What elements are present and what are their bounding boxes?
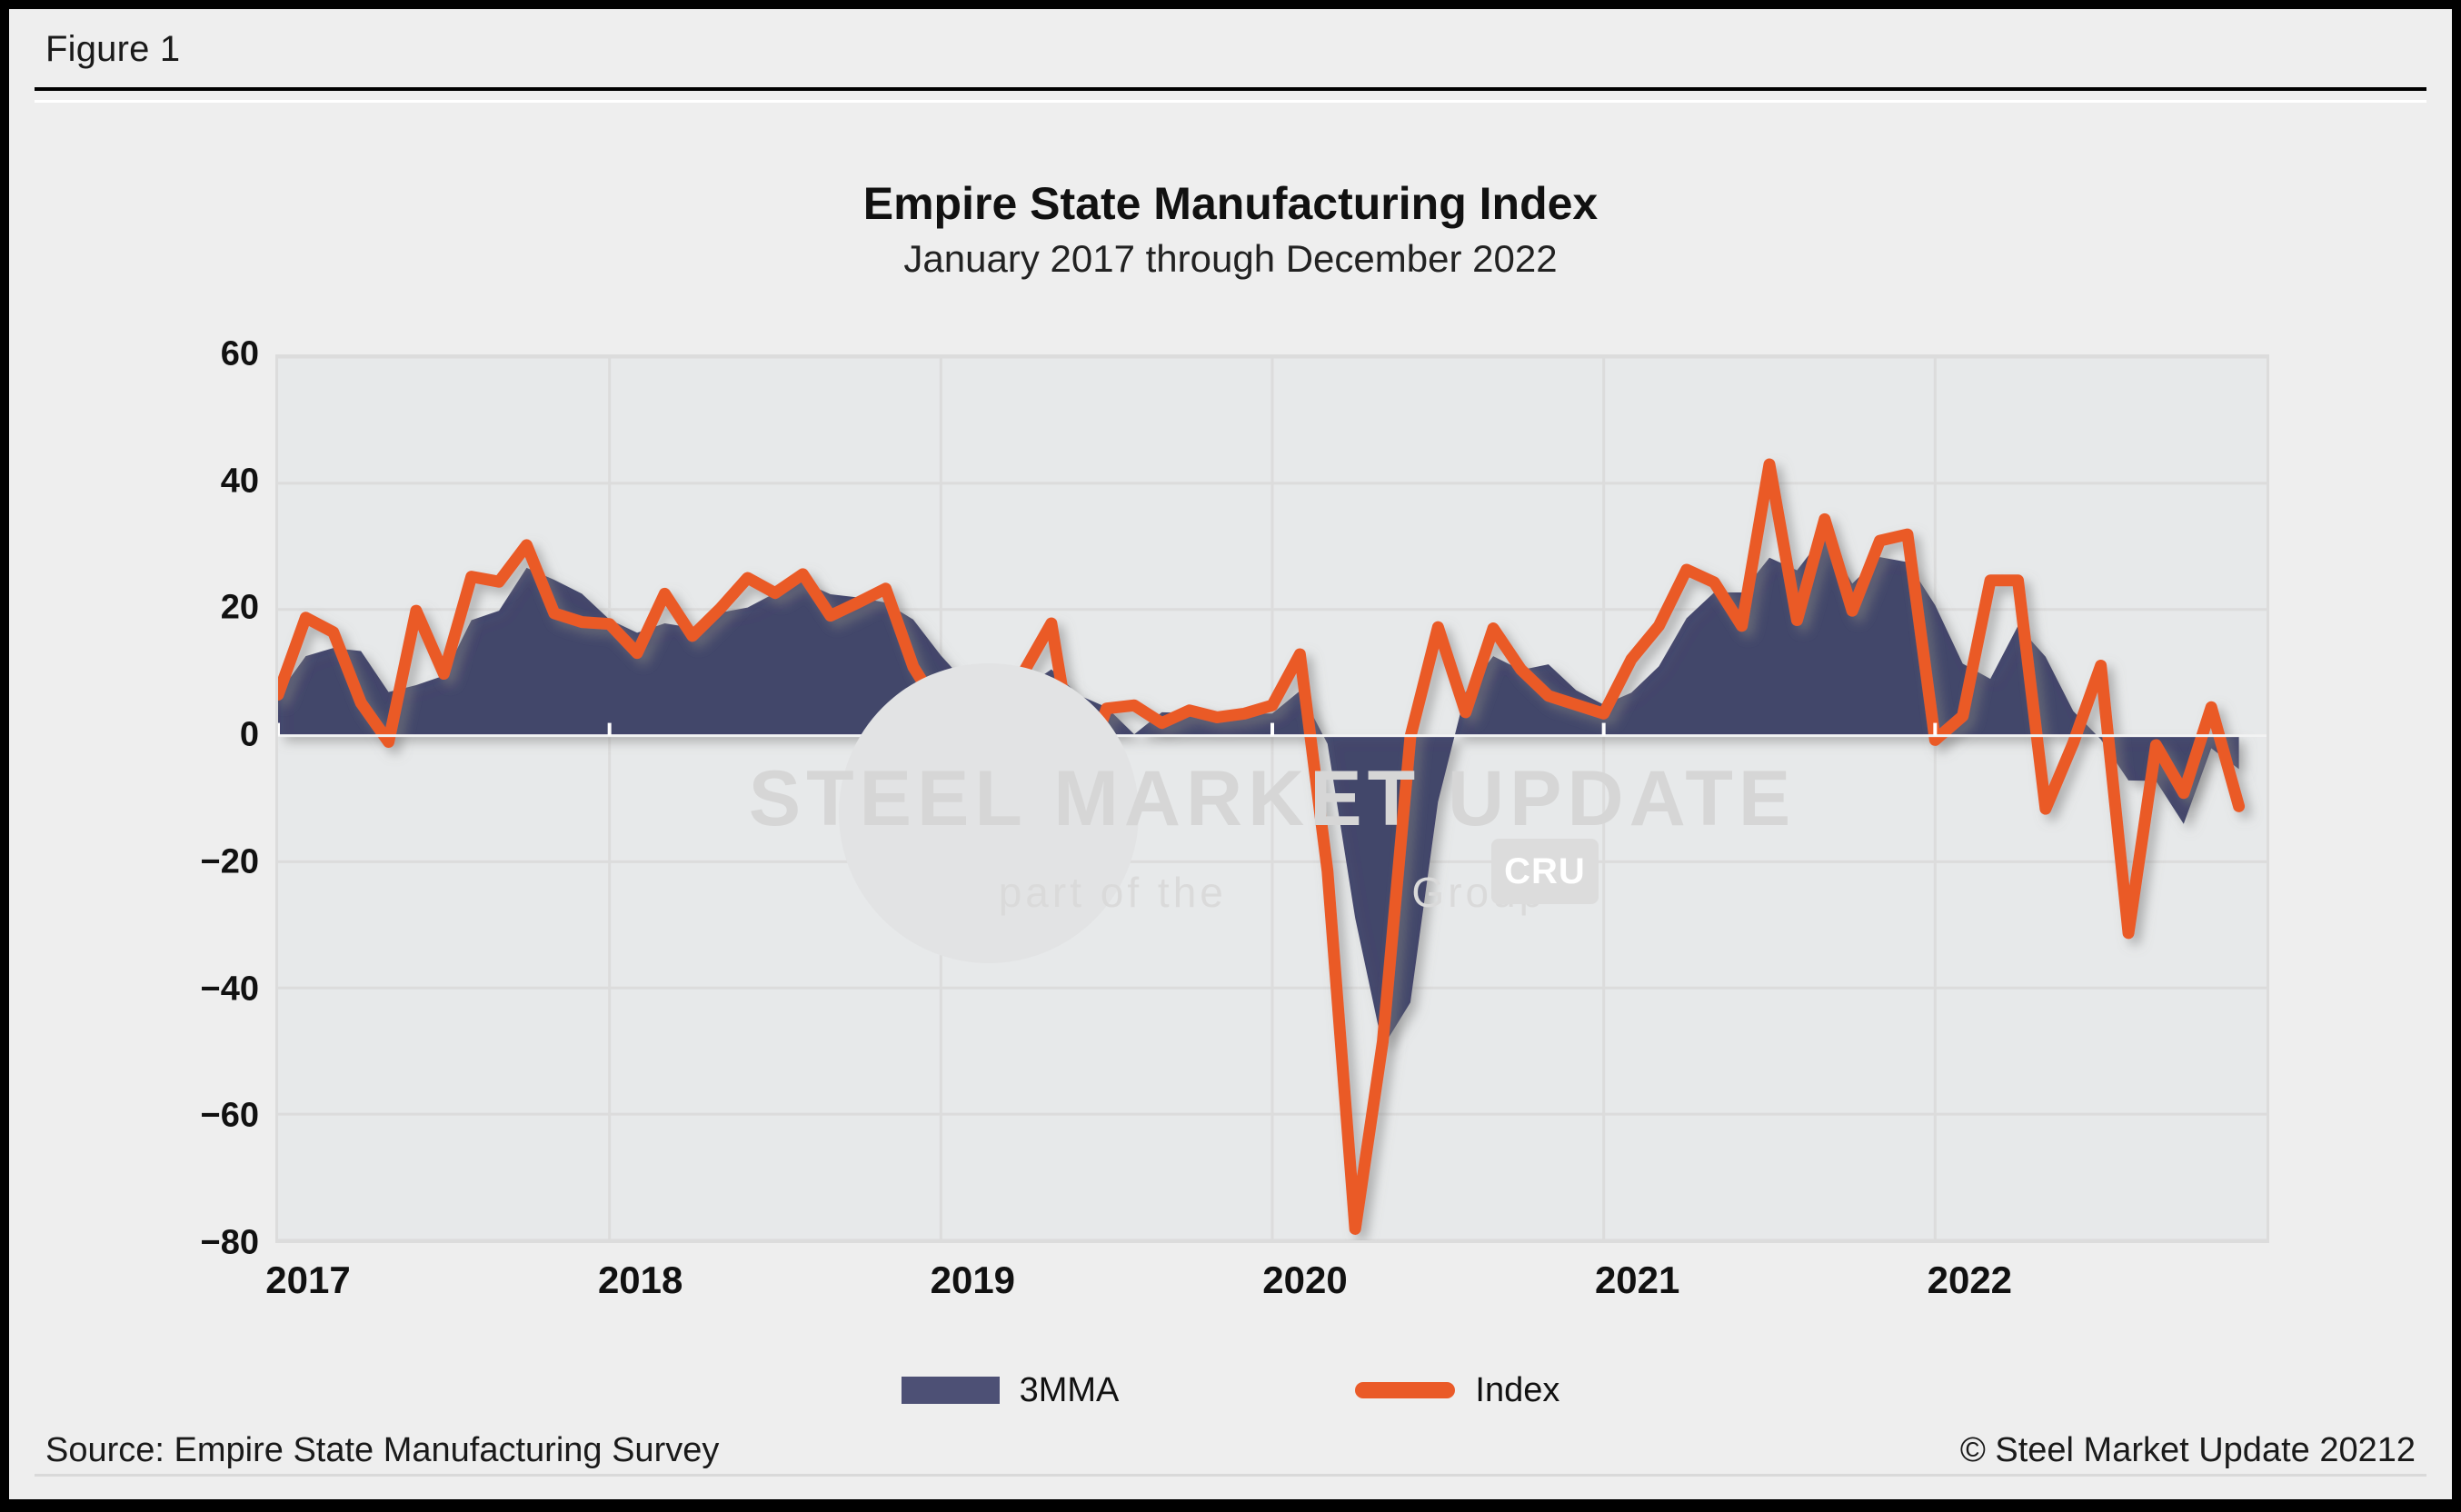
figure-footer: Source: Empire State Manufacturing Surve… <box>35 1431 2426 1495</box>
chart-subtitle: January 2017 through December 2022 <box>903 237 1558 280</box>
chart-canvas <box>278 357 2267 1240</box>
y-tick-label: −40 <box>200 970 259 1009</box>
legend-label-3mma: 3MMA <box>1019 1370 1120 1409</box>
x-tick-label: 2019 <box>930 1258 1016 1301</box>
legend-item-index[interactable]: Index <box>1355 1371 1559 1410</box>
legend-item-3mma[interactable]: 3MMA <box>901 1370 1120 1410</box>
figure-divider <box>35 87 2426 91</box>
plot-area <box>275 354 2269 1243</box>
y-tick-label: 0 <box>239 715 259 754</box>
x-tick-label: 2021 <box>1594 1258 1680 1301</box>
source-note: Source: Empire State Manufacturing Surve… <box>45 1431 720 1469</box>
y-tick-label: 60 <box>220 334 259 373</box>
series-3mma-area <box>278 534 2239 1048</box>
legend-swatch-index-icon <box>1355 1382 1456 1398</box>
y-tick-label: −60 <box>200 1096 259 1135</box>
figure-label: Figure 1 <box>45 29 181 69</box>
x-tick-label: 2022 <box>1927 1258 2013 1301</box>
y-axis-labels: 60 40 20 0 −20 −40 −60 −80 <box>118 335 259 1262</box>
y-tick-label: −20 <box>200 842 259 881</box>
legend-swatch-3mma-icon <box>901 1377 1000 1404</box>
footer-divider <box>35 1474 2426 1477</box>
x-axis-labels: 2017 2018 2019 2020 2021 2022 <box>265 1258 2269 1313</box>
series-index-line <box>278 458 2246 1235</box>
chart-legend: 3MMA Index <box>9 1363 2452 1418</box>
y-tick-label: 40 <box>220 462 259 501</box>
y-tick-label: −80 <box>200 1223 259 1262</box>
figure-frame: Figure 1 Empire State Manufacturing Inde… <box>9 9 2452 1499</box>
y-tick-label: 20 <box>220 588 259 627</box>
copyright-note: © Steel Market Update 20212 <box>1959 1431 2416 1469</box>
x-tick-label: 2017 <box>265 1258 351 1301</box>
x-tick-label: 2020 <box>1262 1258 1348 1301</box>
vertical-gridlines <box>608 357 1937 1240</box>
x-tick-label: 2018 <box>597 1258 683 1301</box>
plot-wrapper: STEEL MARKET UPDATE part of the Group CR… <box>9 9 2452 1499</box>
legend-label-index: Index <box>1475 1370 1560 1409</box>
chart-title: Empire State Manufacturing Index <box>862 178 1599 229</box>
